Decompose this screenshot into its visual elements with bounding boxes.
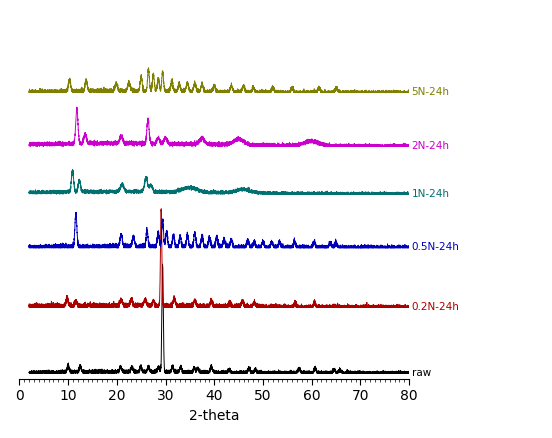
- X-axis label: 2-theta: 2-theta: [189, 409, 240, 423]
- Text: 5N-24h: 5N-24h: [412, 87, 450, 97]
- Text: 0.2N-24h: 0.2N-24h: [412, 302, 459, 312]
- Text: raw: raw: [412, 367, 431, 378]
- Text: 0.5N-24h: 0.5N-24h: [412, 242, 459, 252]
- Text: 1N-24h: 1N-24h: [412, 189, 450, 199]
- Text: 2N-24h: 2N-24h: [412, 141, 450, 151]
